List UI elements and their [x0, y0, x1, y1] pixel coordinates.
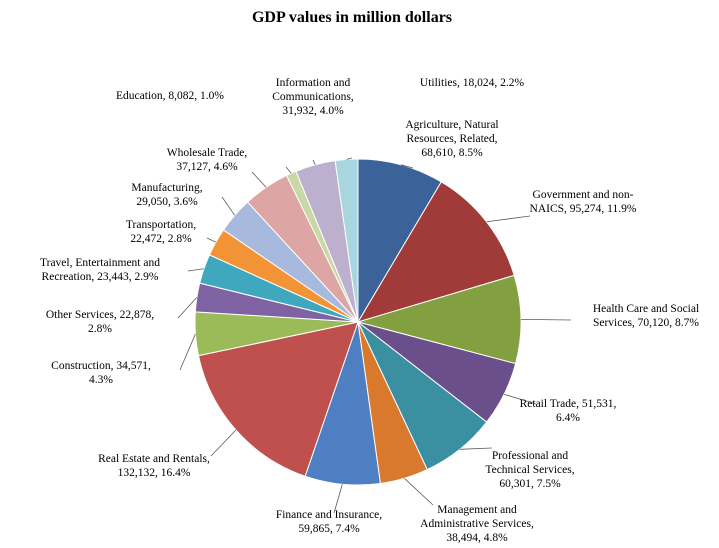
data-label-line: Manufacturing,: [131, 182, 202, 194]
leader-line: [206, 237, 217, 243]
data-label-line: 6.4%: [556, 412, 580, 424]
data-label-line: 37,127, 4.6%: [176, 161, 238, 173]
data-label-line: 68,610, 8.5%: [421, 147, 483, 159]
data-label-line: Health Care and Social: [593, 303, 699, 315]
data-label: Education, 8,082, 1.0%: [116, 90, 224, 102]
data-label-line: Agriculture, Natural: [405, 119, 498, 131]
data-label-line: Professional and: [492, 450, 569, 462]
leader-line: [177, 297, 198, 319]
leader-line: [187, 268, 204, 272]
leader-line: [459, 447, 493, 450]
pie-slices: [194, 158, 522, 486]
leader-line: [210, 429, 237, 457]
data-label-line: Other Services, 22,878,: [46, 309, 154, 321]
leader-line: [285, 166, 292, 174]
data-label-line: Education, 8,082, 1.0%: [116, 90, 224, 102]
leader-line: [486, 215, 531, 223]
data-label-line: 29,050, 3.6%: [136, 196, 198, 208]
data-label-line: 2.8%: [88, 323, 112, 335]
data-label-line: Recreation, 23,443, 2.9%: [42, 271, 159, 283]
data-label-line: Information and: [276, 77, 351, 89]
data-label: Management and Administrative Services, 38…: [420, 504, 534, 544]
data-label: Utilities, 18,024, 2.2%: [420, 77, 525, 89]
data-label-line: Management and: [437, 504, 517, 516]
data-label-line: Transportation,: [126, 219, 196, 231]
leader-line: [251, 171, 267, 188]
data-label-line: 4.3%: [89, 374, 113, 386]
data-label: Agriculture, Natural Resources, Related, 6…: [405, 119, 498, 159]
data-label-line: NAICS, 95,274, 11.9%: [530, 203, 637, 215]
data-label-line: Travel, Entertainment and: [40, 257, 160, 269]
data-label-line: 59,865, 7.4%: [298, 523, 360, 535]
data-label-line: Utilities, 18,024, 2.2%: [420, 77, 525, 89]
data-label-line: Services, 70,120, 8.7%: [593, 317, 699, 329]
leader-line: [333, 484, 343, 514]
data-label-line: Finance and Insurance,: [276, 509, 382, 521]
data-label-line: 38,494, 4.8%: [446, 532, 508, 544]
data-label: Real Estate and Rentals, 132,132, 16.4%: [98, 453, 210, 479]
leader-line: [312, 159, 316, 165]
leader-line: [503, 393, 537, 405]
data-label-line: 60,301, 7.5%: [499, 478, 561, 490]
data-label-line: Resources, Related,: [406, 133, 497, 145]
data-label: Professional and Technical Services, 60,30…: [485, 450, 574, 490]
data-label: Health Care and Social Services, 70,120, …: [593, 303, 700, 329]
data-label: Other Services, 22,878, 2.8%: [46, 309, 154, 335]
data-label-line: 22,472, 2.8%: [130, 233, 192, 245]
leader-line: [404, 477, 434, 506]
data-label-line: Administrative Services,: [420, 518, 534, 530]
pie-slice: [356, 274, 522, 365]
data-label-line: Retail Trade, 51,531,: [520, 398, 617, 410]
data-label-line: Construction, 34,571,: [51, 360, 151, 372]
data-label-line: 132,132, 16.4%: [118, 467, 191, 479]
data-label: Construction, 34,571, 4.3%: [51, 360, 151, 386]
leader-line: [520, 319, 572, 321]
pie-slice: [334, 158, 359, 323]
leader-line: [401, 164, 414, 169]
data-label-line: Real Estate and Rentals,: [98, 453, 210, 465]
data-label: Retail Trade, 51,531, 6.4%: [520, 398, 617, 424]
chart-title: GDP values in million dollars: [252, 9, 452, 26]
data-label-line: 31,932, 4.0%: [282, 105, 344, 117]
leader-line: [179, 333, 196, 371]
data-label: Travel, Entertainment and Recreation, 23,…: [40, 257, 160, 283]
data-label: Government and non- NAICS, 95,274, 11.9%: [530, 189, 637, 215]
data-label-line: Government and non-: [533, 189, 634, 201]
data-label: Manufacturing, 29,050, 3.6%: [131, 182, 202, 208]
data-labels: Agriculture, Natural Resources, Related, 6…: [40, 77, 699, 544]
data-label: Transportation, 22,472, 2.8%: [126, 219, 196, 245]
data-label: Wholesale Trade, 37,127, 4.6%: [167, 147, 248, 173]
data-label-line: Technical Services,: [485, 464, 574, 476]
leader-line: [346, 157, 353, 160]
data-label: Information and Communications, 31,932, 4.…: [272, 77, 354, 117]
data-label-line: Communications,: [272, 91, 354, 103]
data-label: Finance and Insurance, 59,865, 7.4%: [276, 509, 382, 535]
leader-lines: [177, 157, 572, 514]
leader-line: [221, 196, 236, 216]
data-label-line: Wholesale Trade,: [167, 147, 248, 159]
